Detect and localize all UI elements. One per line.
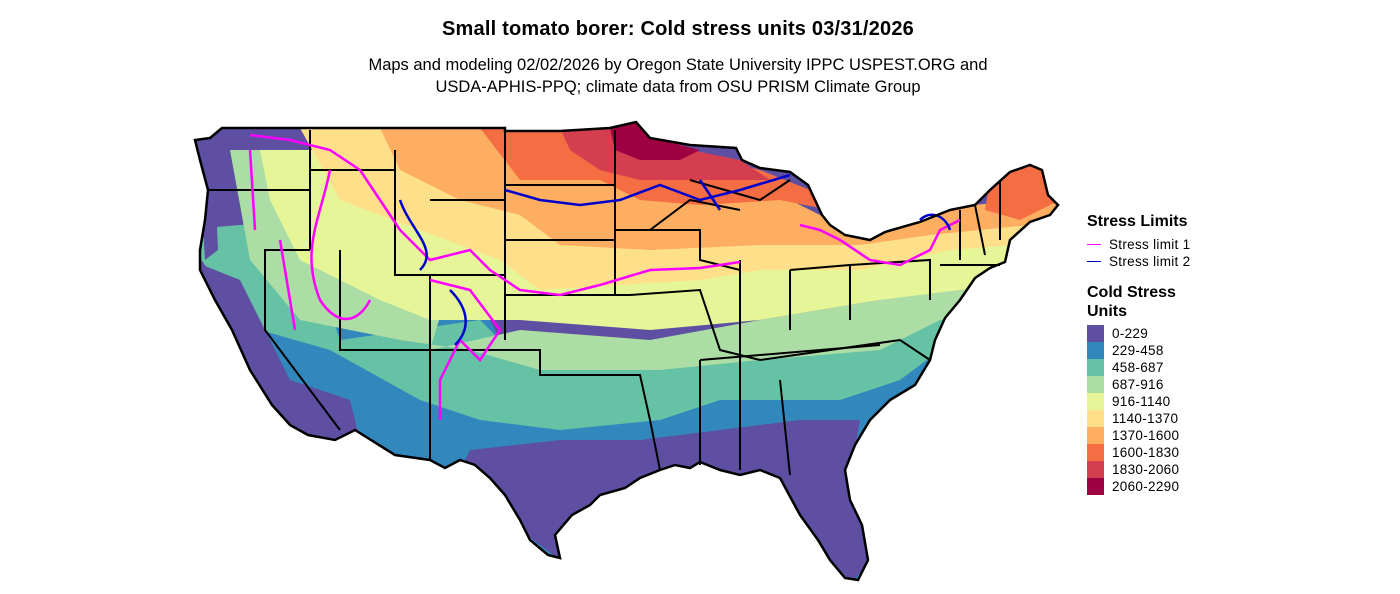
cold-stress-raster [195,122,1058,580]
legend-bin: 1600-1830 [1087,444,1179,461]
legend-swatch [1087,478,1104,495]
legend-swatch [1087,461,1104,478]
stress-limit-1-contour [249,133,741,297]
legend-bin: 1370-1600 [1087,427,1179,444]
map-title: Small tomato borer: Cold stress units 03… [442,18,914,40]
legend-bin: 229-458 [1087,342,1164,359]
legend-swatch [1087,427,1104,444]
cold-stress-legend-title-line2: Units [1087,303,1127,320]
legend-swatch [1087,376,1104,393]
legend-bin-label: 1140-1370 [1112,411,1179,426]
map-subtitle-line2: USDA-APHIS-PPQ; climate data from OSU PR… [435,78,921,96]
legend-bin: 1140-1370 [1087,410,1178,427]
state-border [779,379,791,476]
state-border [699,344,881,361]
stress-limit-contours [248,133,961,420]
stress-limit-2-contour [449,289,467,346]
state-border [759,338,931,361]
stress-limit-2-contour [504,173,791,207]
cold-stress-zone [230,150,1058,370]
legend-bin-label: 1370-1600 [1112,428,1180,443]
us-outline [193,120,1060,582]
stress-limit-1-contour [429,278,502,420]
cold-stress-zone [195,260,360,440]
state-boundaries [208,128,1001,476]
legend-bin-label: 2060-2290 [1112,479,1180,494]
legend-bin: 687-916 [1087,376,1164,393]
state-border [649,198,741,231]
stress-limits-legend-title: Stress Limits [1087,213,1188,230]
state-border [974,204,986,256]
legend-bin-label: 687-916 [1112,377,1164,392]
legend-bin-label: 458-687 [1112,360,1164,375]
legend-bin: 2060-2290 [1087,478,1179,495]
legend-bin-label: 0-229 [1112,326,1149,341]
stress-limit-1-contour [248,149,257,231]
stress-limit-2-contour [398,199,428,271]
stress-limit-1-contour [799,218,961,267]
legend-bin-label: 1600-1830 [1112,445,1180,460]
state-border [689,179,791,202]
legend-stress-limit-2: Stress limit 2 [1087,253,1190,270]
stress-limit-1-label: Stress limit 1 [1109,237,1191,252]
legend-bin-label: 229-458 [1112,343,1164,358]
stress-limit-1-contour [310,169,372,321]
cold-stress-zone [460,420,870,580]
legend-swatch [1087,444,1104,461]
legend-bin-label: 1830-2060 [1112,462,1180,477]
legend-swatch [1087,325,1104,342]
stress-limit-2-label: Stress limit 2 [1109,254,1191,269]
state-border [264,250,341,431]
map-subtitle-line1: Maps and modeling 02/02/2026 by Oregon S… [368,56,988,74]
state-border [339,250,430,351]
legend-swatch [1087,359,1104,376]
state-border [430,349,651,421]
cold-stress-zone [610,122,700,160]
state-border [649,419,661,471]
state-border [394,150,430,276]
stress-limit-2-contour [698,179,722,211]
state-border [849,258,931,300]
legend-bin: 458-687 [1087,359,1164,376]
legend-swatch [1087,393,1104,410]
cold-stress-zone [195,220,1058,430]
legend-stress-limit-1: Stress limit 1 [1087,236,1190,253]
stress-limit-1-contour [278,239,297,331]
legend-bin: 0-229 [1087,325,1148,342]
cold-stress-legend-title-line1: Cold Stress [1087,284,1176,301]
legend-swatch [1087,342,1104,359]
legend-swatch [1087,410,1104,427]
legend-bin: 1830-2060 [1087,461,1179,478]
stress-limit-2-line-key [1087,260,1101,263]
stress-limit-1-line-key [1087,243,1101,246]
legend-bin: 916-1140 [1087,393,1170,410]
legend-bin-label: 916-1140 [1112,394,1171,409]
